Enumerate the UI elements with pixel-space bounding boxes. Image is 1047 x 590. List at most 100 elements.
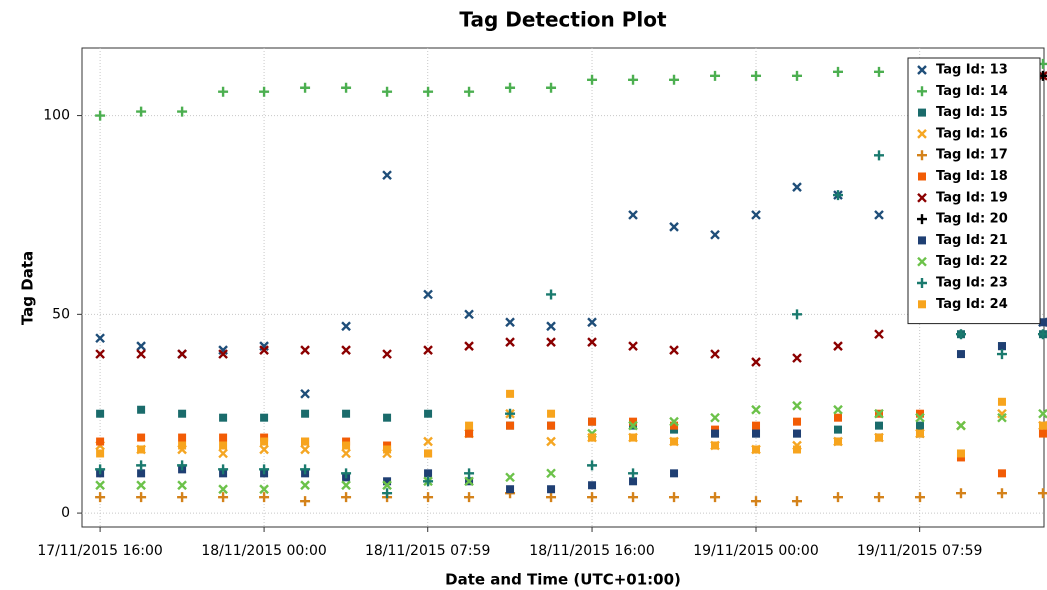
point	[424, 409, 433, 418]
point	[546, 436, 556, 447]
point	[300, 496, 311, 507]
point	[382, 349, 392, 359]
legend-marker	[918, 172, 926, 181]
legend-marker	[917, 129, 927, 139]
point	[95, 333, 105, 344]
point	[95, 349, 105, 359]
point	[506, 421, 515, 430]
point	[505, 82, 516, 93]
point	[464, 468, 475, 479]
point	[177, 492, 188, 503]
point	[424, 469, 433, 478]
point	[915, 409, 924, 418]
point	[547, 485, 556, 494]
point	[915, 421, 924, 430]
x-axis-title: Date and Time (UTC+01:00)	[445, 571, 681, 589]
point	[137, 433, 146, 442]
point	[95, 110, 106, 121]
chart-title: Tag Detection Plot	[459, 8, 667, 32]
point	[95, 480, 105, 491]
point	[96, 409, 105, 418]
y-tick-label: 100	[43, 108, 70, 124]
x-tick-label: 18/11/2015 16:00	[529, 543, 655, 559]
point	[1038, 421, 1047, 430]
point	[136, 480, 146, 491]
point	[874, 408, 884, 419]
point	[260, 413, 269, 422]
legend-box	[907, 57, 1041, 325]
point	[259, 345, 269, 355]
point	[1037, 488, 1047, 499]
point	[95, 464, 106, 475]
point	[178, 433, 187, 442]
series	[95, 488, 1047, 507]
point	[177, 106, 188, 117]
point	[752, 429, 761, 438]
point	[259, 492, 270, 503]
point	[996, 349, 1007, 360]
point	[260, 437, 269, 446]
point	[505, 472, 515, 483]
point	[136, 349, 146, 359]
point	[629, 477, 638, 486]
point	[711, 441, 720, 450]
point	[793, 429, 802, 438]
legend-label: Tag Id: 19	[936, 190, 1008, 205]
x-tick-label: 18/11/2015 00:00	[201, 543, 327, 559]
legend-label: Tag Id: 16	[936, 126, 1008, 141]
legend-label: Tag Id: 18	[936, 169, 1008, 184]
point	[423, 345, 433, 355]
point	[996, 488, 1007, 499]
legend-label: Tag Id: 22	[936, 254, 1008, 269]
point	[628, 420, 638, 431]
point	[833, 492, 844, 503]
x-tick-label: 17/11/2015 16:00	[37, 543, 163, 559]
point	[137, 469, 146, 478]
point	[178, 409, 187, 418]
point	[300, 444, 310, 455]
point	[956, 420, 966, 431]
y-tick-label: 50	[52, 306, 70, 322]
point	[670, 469, 679, 478]
point	[547, 421, 556, 430]
point	[137, 445, 146, 454]
legend-label: Tag Id: 20	[936, 212, 1008, 227]
point	[136, 106, 147, 117]
point	[915, 412, 925, 423]
point	[546, 289, 557, 300]
point	[219, 433, 228, 442]
point	[752, 445, 761, 454]
point	[874, 433, 883, 442]
legend-label: Tag Id: 21	[936, 233, 1008, 248]
legend-marker	[917, 278, 927, 288]
point	[136, 492, 147, 503]
point	[342, 441, 351, 450]
point	[382, 170, 392, 181]
legend-marker	[917, 214, 927, 225]
point	[96, 449, 105, 458]
legend-marker	[917, 192, 927, 203]
point	[465, 429, 474, 438]
point	[833, 190, 844, 201]
point	[218, 448, 228, 459]
point	[506, 389, 515, 398]
point	[464, 341, 474, 351]
point	[874, 421, 883, 430]
legend-marker	[917, 86, 927, 97]
point	[997, 397, 1006, 406]
point	[587, 492, 598, 503]
point	[341, 82, 352, 93]
point	[588, 433, 597, 442]
legend-label: Tag Id: 23	[936, 276, 1008, 291]
point	[670, 421, 679, 430]
legend-marker	[918, 108, 926, 117]
y-tick-label: 0	[61, 505, 70, 521]
x-tick-label: 18/11/2015 07:59	[365, 543, 491, 559]
legend-marker	[918, 236, 926, 245]
point	[218, 349, 228, 359]
point	[506, 485, 515, 494]
point	[793, 445, 802, 454]
x-tick-label: 19/11/2015 00:00	[693, 543, 819, 559]
point	[424, 449, 433, 458]
